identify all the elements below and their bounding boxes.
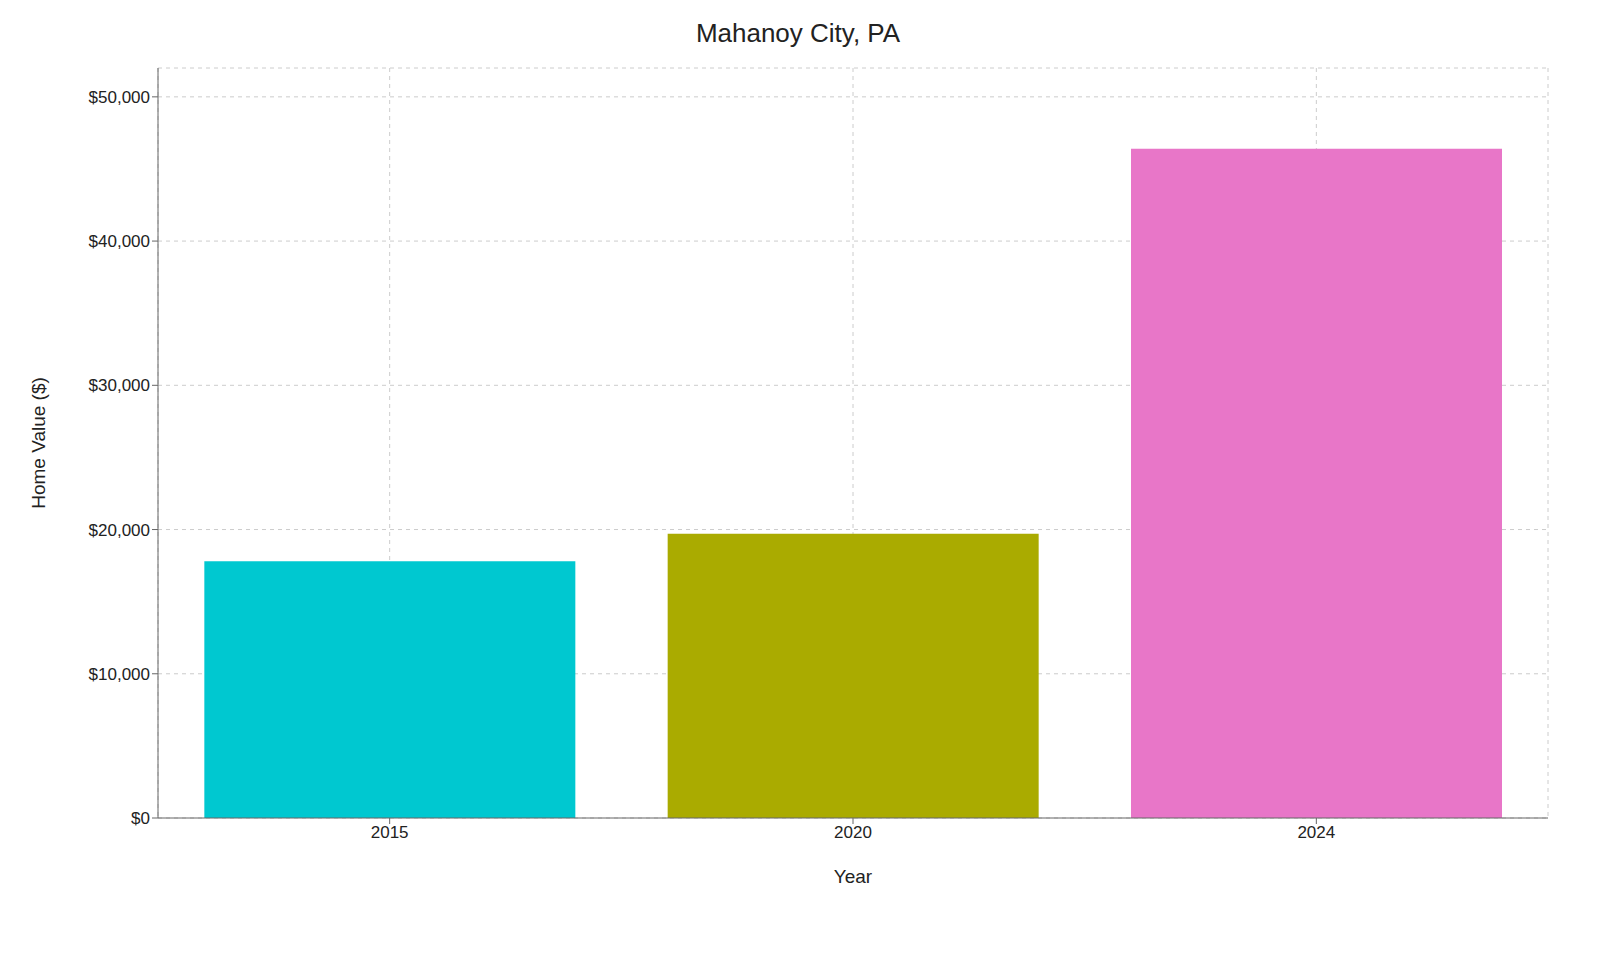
svg-text:$30,000: $30,000 — [89, 376, 150, 395]
svg-text:Year: Year — [834, 866, 873, 887]
svg-text:$40,000: $40,000 — [89, 232, 150, 251]
svg-text:2020: 2020 — [834, 823, 872, 842]
svg-text:$10,000: $10,000 — [89, 665, 150, 684]
svg-text:$50,000: $50,000 — [89, 88, 150, 107]
svg-text:$20,000: $20,000 — [89, 521, 150, 540]
svg-text:2024: 2024 — [1297, 823, 1335, 842]
svg-text:2015: 2015 — [371, 823, 409, 842]
svg-text:Home Value ($): Home Value ($) — [28, 377, 49, 509]
svg-text:$0: $0 — [131, 809, 150, 828]
html-text:Mahanoy City, PA: Mahanoy City, PA — [695, 18, 901, 48]
